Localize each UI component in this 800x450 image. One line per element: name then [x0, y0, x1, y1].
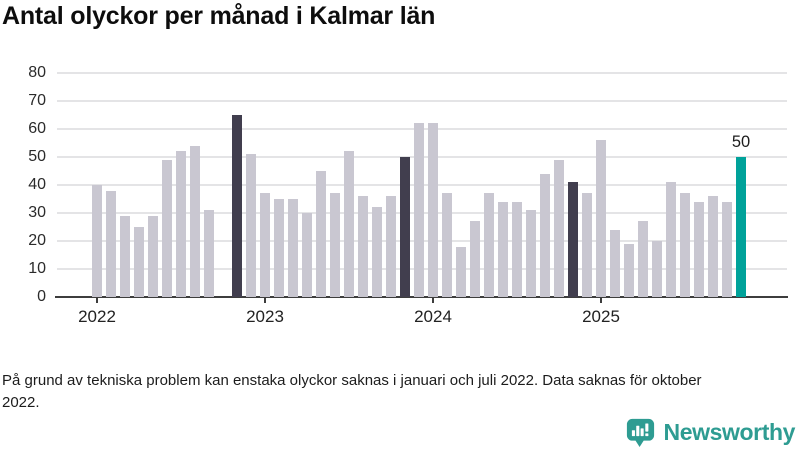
bar-2022-06: [162, 159, 172, 297]
brand-name: Newsworthy: [663, 419, 796, 445]
bar-2025-10: [722, 201, 732, 297]
bar-2025-09: [708, 196, 718, 297]
y-axis-label-50: 50: [28, 148, 46, 165]
y-axis-label-70: 70: [28, 92, 46, 109]
bar-2024-12: [582, 193, 592, 297]
chart-title: Antal olyckor per månad i Kalmar län: [2, 2, 436, 30]
bar-2024-10: [554, 159, 564, 297]
y-axis-label-30: 30: [28, 204, 46, 221]
bar-2023-09: [372, 207, 382, 297]
x-axis-tick-2023: [264, 298, 266, 303]
x-axis-line: [55, 296, 788, 298]
bar-2023-07: [344, 151, 354, 297]
x-axis-tick-2024: [432, 298, 434, 303]
bar-2025-05: [652, 241, 662, 297]
bar-2022-07: [176, 151, 186, 297]
bar-2023-03: [288, 199, 298, 297]
bar-2023-08: [358, 196, 368, 297]
bar-2023-06: [330, 193, 340, 297]
x-axis-label-2023: 2023: [246, 307, 284, 326]
y-axis-label-10: 10: [28, 260, 46, 277]
bar-2023-02: [274, 199, 284, 297]
bar-2025-06: [666, 182, 676, 297]
bar-2023-11: [400, 157, 410, 297]
bar-2022-03: [120, 215, 130, 297]
bar-2022-05: [148, 215, 158, 297]
gridline-80: [57, 72, 787, 74]
gridline-70: [57, 100, 787, 102]
bar-2024-08: [526, 210, 536, 297]
bar-2024-06: [498, 201, 508, 297]
y-axis-label-20: 20: [28, 232, 46, 249]
y-axis-label-40: 40: [28, 176, 46, 193]
x-axis-label-2022: 2022: [78, 307, 116, 326]
bar-value-annotation: 50: [731, 133, 751, 151]
bar-2022-11: [232, 115, 242, 297]
bar-2022-12: [246, 154, 256, 297]
bar-2025-04: [638, 221, 648, 297]
bar-2025-08: [694, 201, 704, 297]
bar-2024-01: [428, 123, 438, 297]
y-axis-label-60: 60: [28, 120, 46, 137]
bar-2022-02: [106, 190, 116, 297]
bar-2023-04: [302, 213, 312, 297]
bar-2025-01: [596, 140, 606, 297]
bar-2025-02: [610, 229, 620, 297]
bar-2024-03: [456, 246, 466, 297]
bar-2024-02: [442, 193, 452, 297]
x-axis-tick-2025: [600, 298, 602, 303]
bar-2023-01: [260, 193, 270, 297]
y-axis-label-0: 0: [37, 288, 46, 305]
bar-2022-08: [190, 145, 200, 297]
bar-2024-04: [470, 221, 480, 297]
y-axis-label-80: 80: [28, 64, 46, 81]
bar-2023-05: [316, 171, 326, 297]
bar-2025-03: [624, 243, 634, 297]
bar-2024-11: [568, 182, 578, 297]
newsworthy-speech-bubble-chart-icon: [626, 418, 654, 447]
bar-2022-09: [204, 210, 214, 297]
bar-2023-12: [414, 123, 424, 297]
bar-2025-07: [680, 193, 690, 297]
bar-2024-09: [540, 173, 550, 297]
newsworthy-logo[interactable]: Newsworthy: [626, 418, 795, 447]
bar-chart-plot-area: 0 10 20 30 40 50 60 70 80 2022 2023 2024 2025 50: [28, 64, 788, 326]
bar-2023-10: [386, 196, 396, 297]
x-axis-label-2025: 2025: [582, 307, 620, 326]
x-axis-label-2024: 2024: [414, 307, 452, 326]
chart-footnote: På grund av tekniska problem kan enstaka…: [2, 372, 702, 412]
bar-2022-04: [134, 227, 144, 297]
x-axis-tick-2022: [96, 298, 98, 303]
bar-2022-01: [92, 185, 102, 297]
bar-2025-11: [736, 157, 746, 297]
bar-2024-07: [512, 201, 522, 297]
bar-2024-05: [484, 193, 494, 297]
